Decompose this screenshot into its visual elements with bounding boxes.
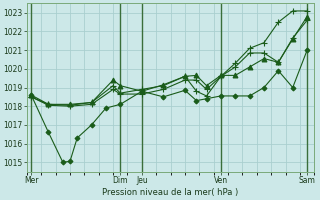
X-axis label: Pression niveau de la mer( hPa ): Pression niveau de la mer( hPa ) xyxy=(102,188,239,197)
